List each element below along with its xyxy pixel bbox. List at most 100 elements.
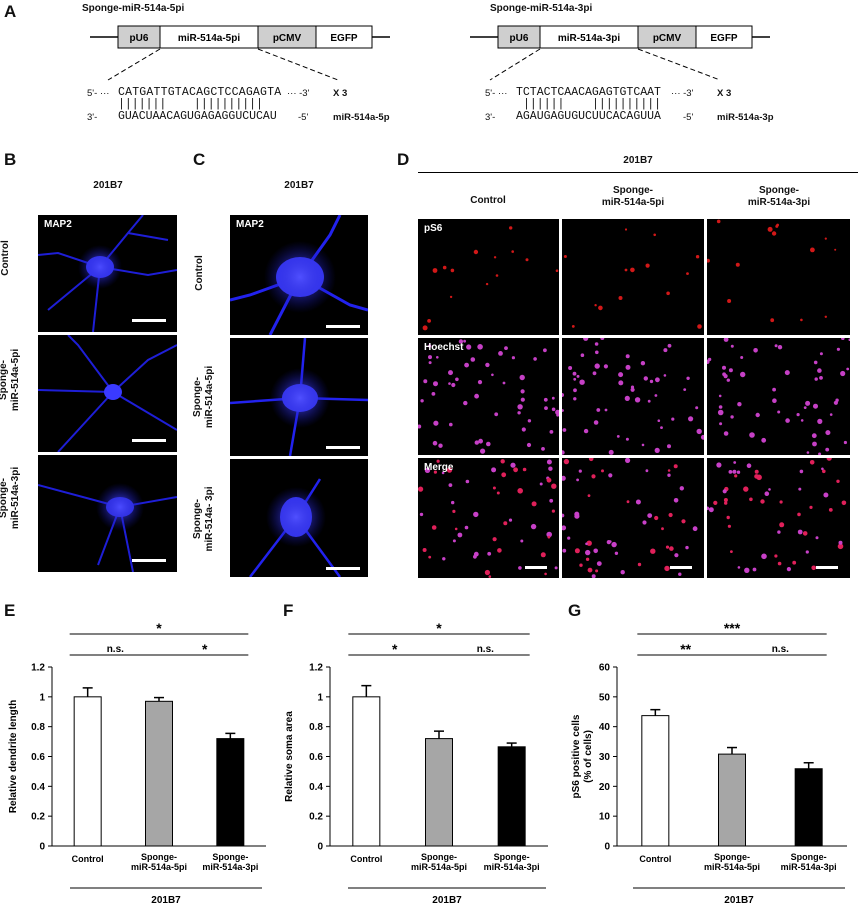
box-egfp-right: EGFP: [710, 33, 738, 44]
x-tick-label: Sponge-: [714, 852, 750, 862]
y-axis-label: Relative soma area: [284, 711, 295, 802]
significance-label: n.s.: [772, 644, 789, 655]
x-tick-label: Control: [350, 854, 382, 864]
micrograph-c-3pi: [230, 459, 368, 577]
y-tick-label: 0.4: [31, 782, 45, 793]
panel-label-g: G: [568, 601, 582, 620]
neuron-image: [249, 478, 342, 577]
micrograph-d-merge-2: [707, 458, 850, 578]
y-tick-label: 1: [317, 692, 323, 703]
bar: [794, 768, 823, 847]
scale-bar: [326, 446, 360, 449]
neuron-image: [230, 338, 368, 456]
x-axis-label: 201B7: [432, 895, 462, 905]
x-tick-label: Control: [72, 854, 104, 864]
panel-b-row-label-control: Control: [0, 240, 11, 276]
stain-label-merge: Merge: [424, 462, 454, 473]
bar: [145, 700, 173, 847]
y-tick-label: 0.8: [31, 722, 45, 733]
pairing-bars-3pi: |||||| ||||||||||: [523, 98, 662, 111]
cell-nuclei: [707, 219, 837, 323]
scale-bar: [326, 325, 360, 328]
x-tick-label: Sponge-: [421, 852, 457, 862]
panel-label-a: A: [4, 2, 17, 21]
panel-b-row-label-5pi: Sponge- miR-514a-5pi: [0, 348, 21, 412]
panel-d-header: 201B7: [623, 155, 653, 166]
x-tick-label: miR-514a-5pi: [411, 862, 467, 872]
y-tick-label: 0: [317, 842, 323, 853]
repeat-5pi: X 3: [333, 88, 348, 99]
micrograph-d-ps6-2: [707, 219, 850, 335]
cell-nuclei: [707, 458, 847, 573]
panel-b-header: 201B7: [93, 180, 123, 191]
micrograph-b-5pi: [38, 335, 177, 452]
seq-5pi-bottom: GUACUAACAGUGAGAGGUCUCAU: [118, 110, 277, 123]
panel-b-row-label-3pi: Sponge- miR-514a-3pi: [0, 466, 21, 530]
neuron-image: [38, 335, 177, 452]
bar: [73, 696, 102, 847]
bar: [216, 738, 245, 847]
y-tick-label: 10: [599, 812, 611, 823]
y-tick-label: 1.2: [31, 663, 45, 674]
chart-f: 0 0.2 0.4 0.6 0.8 1 1.2 Relative soma area Contr…: [284, 620, 548, 905]
x-tick-label: Sponge-: [494, 852, 530, 862]
chart-e: 0 0.2 0.4 0.6 0.8 1 1.2 Relative dendrite lengt…: [8, 620, 266, 905]
seq-5pi-top-prefix: 5'- ···: [87, 88, 110, 99]
neuron-image: [230, 215, 368, 335]
significance-label: *: [202, 641, 208, 657]
panel-c-row-label-control: Control: [194, 255, 205, 291]
panel-label-d: D: [397, 150, 410, 169]
bar: [425, 738, 453, 847]
cell-nuclei: [707, 338, 850, 455]
pairing-bars-5pi: ||||||| ||||||||||: [118, 98, 263, 111]
panel-label-e: E: [4, 601, 16, 620]
y-tick-label: 1: [39, 692, 45, 703]
y-tick-label: 30: [599, 752, 611, 763]
seq-3pi-top-prefix: 5'- ···: [485, 88, 508, 99]
repeat-3pi: X 3: [717, 88, 732, 99]
significance-label: **: [680, 641, 691, 657]
y-tick-label: 60: [599, 663, 611, 674]
x-tick-label: Sponge-: [791, 852, 827, 862]
seq-3pi-top-suffix: ··· -3': [671, 88, 694, 99]
cell-nuclei: [422, 226, 559, 331]
y-tick-label: 40: [599, 722, 611, 733]
construct-title-3pi: Sponge-miR-514a-3pi: [490, 3, 593, 14]
panel-d-header-rule: [418, 172, 858, 173]
stain-label-map2: MAP2: [236, 219, 264, 230]
panel-c-header: 201B7: [284, 180, 314, 191]
panel-d-col-3pi: Sponge- miR-514a-3pi: [747, 185, 811, 208]
x-tick-label: miR-514a-3pi: [202, 862, 258, 872]
panel-d-col-5pi: Sponge- miR-514a-5pi: [601, 185, 665, 208]
micrograph-c-5pi: [230, 338, 368, 456]
micrograph-d-hoechst-1: [562, 338, 704, 455]
construct-diagram-5pi: pU6 miR-514a-5pi pCMV EGFP: [90, 25, 390, 81]
cell-nuclei: [418, 339, 559, 454]
seq-5pi-bottom-prefix: 3'-: [87, 112, 98, 123]
box-pu6: pU6: [130, 33, 149, 44]
cell-nuclei: [562, 458, 698, 578]
seq-5pi-top-suffix: ··· -3': [287, 88, 310, 99]
stain-label-map2: MAP2: [44, 219, 72, 230]
seq-5pi-bottom-suffix: -5': [298, 112, 309, 123]
seq-3pi-bottom-suffix: -5': [683, 112, 694, 123]
x-tick-label: Sponge-: [141, 852, 177, 862]
micrograph-c-control: MAP2: [230, 215, 368, 335]
neuron-image: [38, 483, 177, 572]
seq-5pi-top: CATGATTGTACAGCTCCAGAGTA: [118, 86, 282, 99]
x-tick-label: miR-514a-3pi: [781, 862, 837, 872]
cell-nuclei: [563, 228, 702, 329]
significance-label: *: [156, 620, 162, 636]
seq-3pi-top: TCTACTCAACAGAGTGTCAAT: [516, 86, 661, 99]
construct-title-5pi: Sponge-miR-514a-5pi: [82, 3, 185, 14]
neuron-image: [38, 215, 177, 332]
x-tick-label: Sponge-: [212, 852, 248, 862]
scale-bar: [525, 566, 547, 569]
panel-label-c: C: [193, 150, 206, 169]
box-pcmv: pCMV: [273, 33, 302, 44]
significance-label: ***: [724, 620, 741, 636]
y-tick-label: 0.2: [31, 812, 45, 823]
bar: [352, 696, 381, 847]
scale-bar: [670, 566, 692, 569]
bar: [718, 753, 746, 847]
